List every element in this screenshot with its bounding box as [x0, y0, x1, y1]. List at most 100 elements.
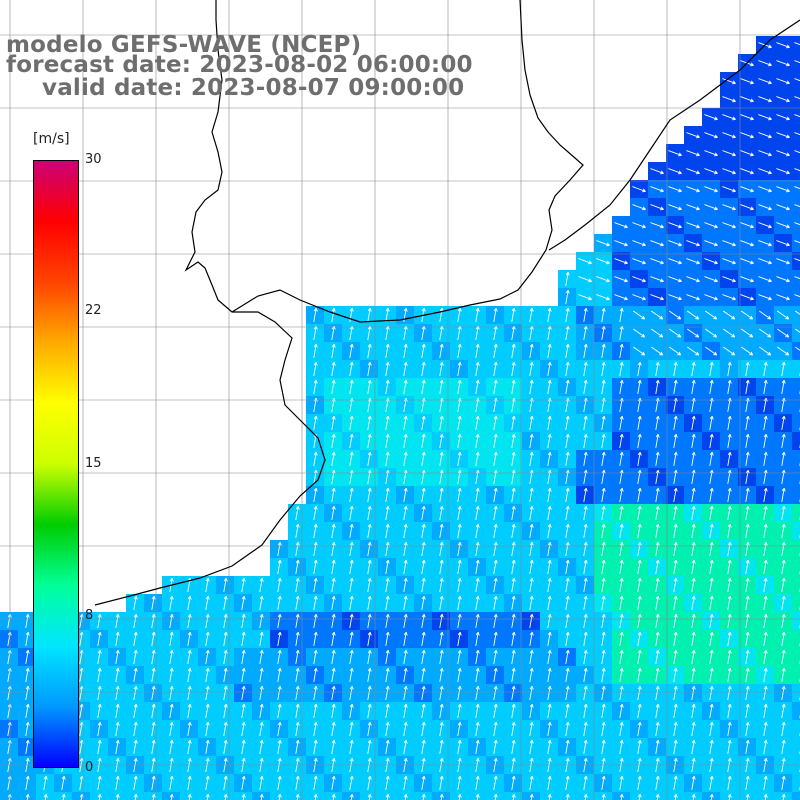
wind-arrow	[385, 379, 390, 394]
wind-arrow	[313, 721, 318, 736]
wind-arrow	[385, 775, 390, 790]
wind-arrow	[493, 793, 498, 800]
wind-arrow	[727, 721, 732, 736]
field-cell	[792, 504, 800, 523]
wind-arrow	[745, 415, 750, 430]
wind-arrow	[547, 703, 552, 718]
wind-arrow	[673, 541, 678, 556]
wind-arrow	[421, 433, 426, 448]
field-cell	[792, 36, 800, 55]
wind-arrow	[745, 361, 750, 376]
wind-arrow	[673, 451, 678, 466]
wind-arrow	[583, 595, 588, 610]
wind-arrow	[781, 685, 786, 700]
field-cell	[792, 738, 800, 757]
wind-arrow	[763, 631, 768, 646]
wind-arrow	[349, 343, 354, 358]
wind-arrow	[349, 649, 354, 664]
wind-arrow	[421, 487, 426, 502]
wind-arrow	[794, 294, 800, 298]
wind-arrow	[794, 222, 800, 226]
wind-arrow	[475, 451, 480, 466]
wind-arrow	[619, 721, 624, 736]
wind-arrow	[655, 451, 660, 466]
wind-arrow	[614, 240, 628, 247]
wind-arrow	[151, 667, 156, 682]
wind-arrow	[205, 667, 210, 682]
wind-arrow	[763, 559, 768, 574]
wind-arrow	[511, 343, 516, 358]
wind-arrow	[740, 258, 754, 265]
wind-arrow	[151, 721, 156, 736]
wind-arrow	[349, 361, 354, 376]
wind-arrow	[241, 703, 246, 718]
wind-arrow	[349, 613, 354, 628]
wind-arrow	[547, 613, 552, 628]
wind-arrow	[727, 559, 732, 574]
wind-arrow	[687, 328, 700, 338]
wind-arrow	[673, 415, 678, 430]
wind-arrow	[313, 523, 318, 538]
wind-arrow	[403, 379, 408, 394]
wind-arrow	[97, 703, 102, 718]
wind-arrow	[776, 276, 790, 283]
wind-arrow	[475, 793, 480, 800]
field-cell	[792, 594, 800, 613]
wind-arrow	[614, 222, 628, 229]
wind-arrow	[781, 541, 786, 556]
wind-arrow	[331, 775, 336, 790]
wind-arrow	[151, 649, 156, 664]
wind-arrow	[781, 631, 786, 646]
wind-arrow	[583, 739, 588, 754]
wind-arrow	[493, 703, 498, 718]
wind-arrow	[727, 595, 732, 610]
wind-arrow	[795, 346, 800, 351]
wind-arrow	[349, 325, 354, 340]
wind-arrow	[331, 703, 336, 718]
wind-arrow	[457, 577, 462, 592]
wind-arrow	[691, 613, 696, 628]
wind-arrow	[619, 685, 624, 700]
wind-arrow	[457, 631, 462, 646]
wind-arrow	[596, 276, 610, 283]
wind-arrow	[740, 186, 754, 193]
wind-arrow	[619, 613, 624, 628]
wind-arrow	[367, 325, 372, 340]
wind-arrow	[367, 433, 372, 448]
wind-arrow	[722, 78, 736, 85]
wind-arrow	[439, 415, 444, 430]
wind-arrow	[669, 346, 682, 356]
wind-arrow	[655, 379, 660, 394]
wind-arrow	[421, 613, 426, 628]
wind-arrow	[385, 577, 390, 592]
wind-arrow	[691, 703, 696, 718]
wind-arrow	[331, 505, 336, 520]
wind-arrow	[367, 523, 372, 538]
wind-arrow	[385, 613, 390, 628]
wind-arrow	[349, 739, 354, 754]
wind-arrow	[669, 328, 682, 338]
wind-arrow	[457, 793, 462, 800]
wind-arrow	[511, 613, 516, 628]
wind-arrow	[439, 739, 444, 754]
wind-arrow	[565, 685, 570, 700]
wind-arrow	[722, 240, 736, 247]
wind-arrow	[705, 328, 718, 338]
wind-arrow	[385, 559, 390, 574]
wind-arrow	[637, 649, 642, 664]
wind-arrow	[277, 631, 282, 646]
wind-arrow	[493, 721, 498, 736]
wind-arrow	[277, 667, 282, 682]
wind-arrow	[704, 240, 718, 247]
wind-arrow	[313, 559, 318, 574]
wind-arrow	[794, 60, 800, 64]
wind-arrow	[349, 775, 354, 790]
wind-arrow	[655, 739, 660, 754]
wind-arrow	[745, 433, 750, 448]
wind-arrow	[385, 325, 390, 340]
wind-arrow	[583, 343, 588, 358]
wind-arrow	[439, 559, 444, 574]
wind-arrow	[763, 613, 768, 628]
wind-arrow	[277, 577, 282, 592]
wind-arrow	[295, 793, 300, 800]
